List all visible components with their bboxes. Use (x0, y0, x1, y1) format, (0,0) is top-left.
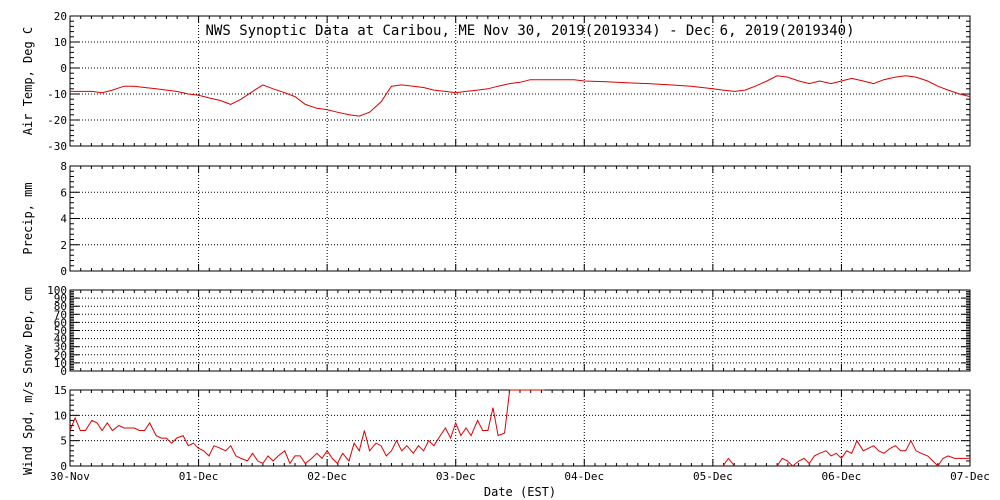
series-line-wind-speed (69, 389, 545, 465)
y-axis-label-air-temp: Air Temp, Deg C (21, 27, 35, 135)
x-tick-label: 04-Dec (564, 470, 604, 483)
x-tick-label: 06-Dec (822, 470, 862, 483)
y-tick-label: 50 (54, 325, 67, 338)
y-tick-label: -30 (47, 140, 67, 153)
y-axis-label-snow-depth: Snow Dep, cm (21, 287, 35, 374)
panel-frame (69, 15, 971, 147)
y-axis-label-wind-speed: Wind Spd, m/s (21, 381, 35, 475)
y-tick-label: -10 (47, 88, 67, 101)
y-tick-label: 0 (60, 460, 67, 473)
y-tick-label: 15 (54, 384, 67, 397)
y-tick-label: 6 (60, 186, 67, 199)
y-tick-label: 8 (60, 160, 67, 173)
chart-title: NWS Synoptic Data at Caribou, ME Nov 30,… (205, 23, 854, 39)
x-tick-label: 03-Dec (436, 470, 476, 483)
panel-air-temp: -30 -20 -10 0 10 20 Air Temp, Deg C (21, 10, 971, 153)
y-axis-label-precip: Precip, mm (21, 182, 35, 254)
y-tick-label: -20 (47, 114, 67, 127)
x-tick-label: 02-Dec (307, 470, 347, 483)
y-tick-label: 0 (60, 265, 67, 278)
x-tick-label: 01-Dec (179, 470, 219, 483)
y-tick-label: 10 (54, 36, 67, 49)
y-tick-label: 10 (54, 409, 67, 422)
y-tick-label: 60 (54, 316, 67, 329)
y-tick-label: 80 (54, 300, 67, 313)
x-tick-label: 05-Dec (693, 470, 733, 483)
y-tick-label: 0 (60, 62, 67, 75)
y-tick-label: 4 (60, 213, 67, 226)
panel-frame (69, 165, 971, 272)
y-tick-label: 90 (54, 292, 67, 305)
y-tick-label: 20 (54, 349, 67, 362)
y-tick-label: 0 (60, 365, 67, 378)
y-tick-label: 5 (60, 435, 67, 448)
panel-frame (69, 289, 971, 372)
panel-precip: 0 2 4 6 8 Precip, mm (21, 160, 971, 278)
y-tick-label: 30 (54, 341, 67, 354)
y-tick-label: 100 (47, 284, 67, 297)
x-axis-label: Date (EST) (484, 485, 556, 499)
x-tick-label: 30-Nov (50, 470, 90, 483)
y-tick-label: 70 (54, 308, 67, 321)
y-tick-label: 20 (54, 10, 67, 23)
y-tick-label: 10 (54, 357, 67, 370)
y-tick-label: 2 (60, 239, 67, 252)
series-line-air-temp (70, 75, 971, 117)
panel-wind-speed: 0 5 10 15 Wind Spd, m/s (21, 381, 971, 475)
panel-frame (69, 389, 971, 467)
series-line-wind-speed (722, 457, 736, 467)
x-tick-label: 07-Dec (950, 470, 990, 483)
series-line-wind-speed (776, 439, 970, 467)
y-tick-label: 40 (54, 333, 67, 346)
